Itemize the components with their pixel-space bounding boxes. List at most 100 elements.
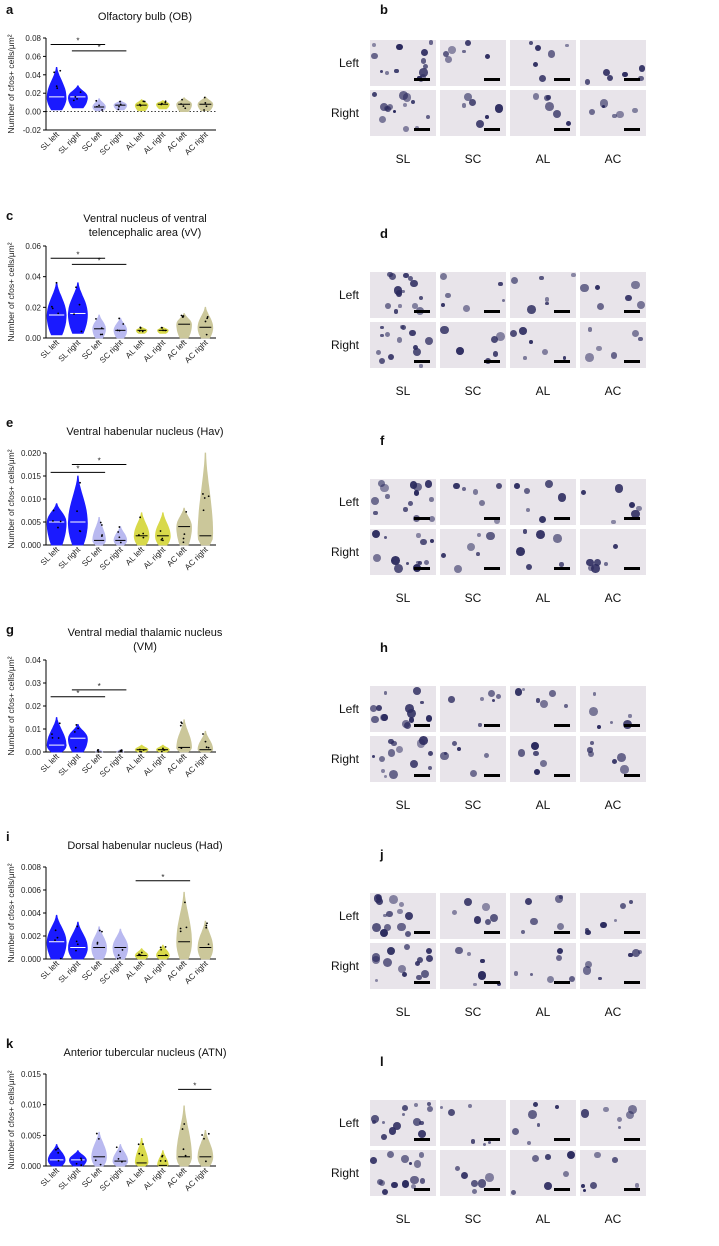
stained-cell [524,897,533,906]
stained-cell [371,754,375,758]
scale-bar [484,517,500,520]
column-label-sl: SL [395,591,411,605]
y-tick-label: 0.00 [25,108,41,117]
y-axis-label: Number of cfos+ cells/μm² [6,863,16,962]
data-point [98,929,101,932]
significance-star: * [98,256,101,265]
stained-cell [421,48,429,56]
micrograph-sl-right [370,529,436,575]
stained-cell [606,75,613,82]
stained-cell [453,483,460,490]
data-point [181,1128,184,1130]
violin-chart: 0.00 0.02 0.04 0.06 Number of cfos+ cells/μm… [6,242,216,365]
scale-bar [414,78,430,81]
stained-cell [632,948,641,957]
micrograph-sl-right [370,943,436,989]
micrograph-sl-left [370,686,436,732]
violin-al-right [157,1150,169,1167]
data-point [73,731,76,733]
stained-cell [580,1109,590,1119]
stained-cell [413,1118,421,1126]
stained-cell [383,535,388,539]
data-point [184,1154,187,1157]
micrograph-ac-left [580,893,646,939]
stained-cell [383,913,387,918]
stained-cell [603,69,611,77]
data-point [96,941,99,944]
x-tick-label: SC right [98,130,125,157]
stained-cell [413,1160,421,1168]
micrograph-sc-right [440,736,506,782]
stained-cell [594,559,601,567]
data-point [97,751,100,753]
stained-cell [464,40,471,47]
data-point [95,99,98,102]
column-label-ac: AC [604,798,622,812]
violin-al-left [134,744,149,753]
stained-cell [371,52,378,60]
stained-cell [466,542,476,552]
scale-bar [484,774,500,777]
column-label-ac: AC [604,1005,622,1019]
stained-cell [582,966,592,975]
y-tick-label: 0.06 [25,52,41,61]
stained-cell [379,70,383,74]
y-axis-label: Number of cfos+ cells/μm² [6,242,16,341]
stained-cell [416,533,421,538]
data-point [53,71,56,74]
data-point [164,101,167,104]
stained-cell [384,70,390,76]
stained-cell [522,687,526,691]
stained-cell [539,699,549,709]
significance-star: * [76,250,79,259]
stained-cell [379,928,388,937]
stained-cell [393,1121,402,1130]
stained-cell [514,483,520,489]
stained-cell [485,1172,494,1182]
data-point [52,520,54,522]
stained-cell [532,61,539,68]
scale-bar [624,931,640,934]
stained-cell [471,1188,477,1194]
violin-al-left [134,948,149,960]
panel-g: g h Ventral medial thalamic nucleus (VM) 0.… [0,622,719,830]
violin-sc-left [91,926,107,960]
data-point [121,949,124,951]
stained-cell [385,494,390,499]
violin-ac-left [176,719,192,753]
column-label-sl: SL [395,152,411,166]
stained-cell [632,107,638,114]
stained-cell [454,564,463,573]
data-point [203,497,206,499]
violin-sl-right [68,1150,87,1167]
violin-sc-left [92,314,106,339]
stained-cell [637,300,646,309]
data-point [118,526,121,528]
stained-cell [532,1155,540,1163]
stained-cell [588,564,595,571]
stained-cell [415,125,420,130]
stained-cell [412,344,418,350]
data-point [160,948,163,951]
stained-cell [485,918,492,926]
data-point [185,510,188,513]
stained-cell [616,1116,622,1123]
stained-cell [448,696,455,703]
stained-cell [479,499,486,506]
violin-chart: 0.000 0.002 0.004 0.006 0.008 Number of cfos+… [6,863,216,986]
x-tick-label: SL right [57,752,83,778]
violin-ac-left [176,1105,192,1167]
panel-a: a b Olfactory bulb (OB) -0.02 0.00 0.02 0.04 0.… [0,0,719,208]
stained-cell [629,501,636,508]
panel-letter: i [6,829,10,844]
x-tick-label: SC right [98,1166,125,1193]
data-point [160,750,163,753]
column-label-sc: SC [464,1212,482,1226]
x-tick-label: AC right [183,130,210,157]
y-tick-label: 0.02 [25,702,41,711]
stained-cell [410,1184,416,1190]
stained-cell [422,63,429,70]
micrograph-sc-left [440,686,506,732]
stained-cell [513,971,519,977]
stained-cell [370,715,379,724]
